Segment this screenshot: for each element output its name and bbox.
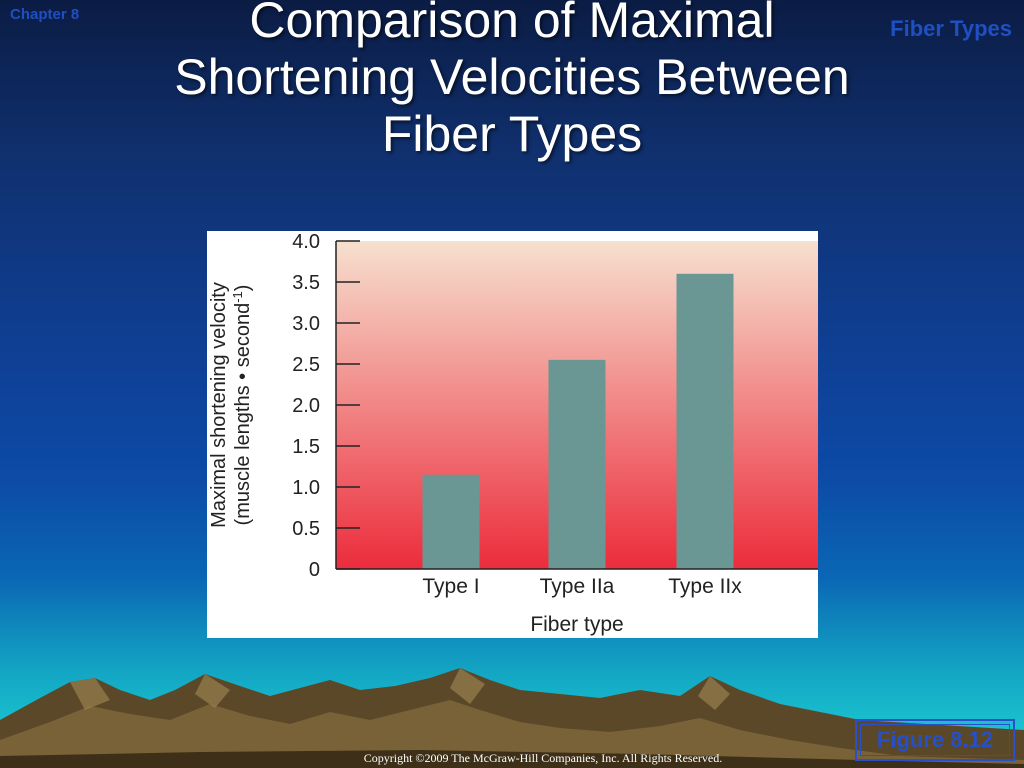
bar-type-i bbox=[422, 474, 480, 569]
y-axis-title-exponent: -1 bbox=[230, 291, 245, 303]
mountain-highlight bbox=[70, 668, 730, 710]
y-axis-title-unit: (muscle lengths • second bbox=[232, 303, 254, 526]
y-tick-label: 1.0 bbox=[292, 477, 320, 499]
y-axis-title-close: ) bbox=[232, 285, 254, 292]
mountain-range-front bbox=[0, 700, 1024, 768]
y-tick-label: 0.5 bbox=[292, 518, 320, 540]
y-axis-title-line-2: (muscle lengths • second-1) bbox=[230, 285, 254, 526]
chapter-label: Chapter 8 bbox=[10, 6, 80, 23]
x-category-label: Type IIa bbox=[540, 575, 615, 598]
section-label: Fiber Types bbox=[890, 16, 1012, 41]
bar-type-iia bbox=[548, 359, 606, 569]
slide-title-line-2: Shortening Velocities Between bbox=[174, 49, 850, 105]
slide-title-line-1: Comparison of Maximal bbox=[249, 0, 775, 48]
figure-label-border bbox=[860, 724, 1010, 756]
y-tick-label: 3.0 bbox=[292, 313, 320, 335]
mountain-base bbox=[0, 750, 1024, 768]
x-category-label: Type I bbox=[422, 575, 479, 598]
bar-type-iix bbox=[676, 273, 734, 569]
copyright-notice: Copyright ©2009 The McGraw-Hill Companie… bbox=[363, 751, 723, 765]
y-tick-label: 0 bbox=[309, 559, 320, 581]
slide-title-line-3: Fiber Types bbox=[381, 106, 643, 162]
figure-label-text: Figure 8.12 bbox=[876, 727, 994, 752]
x-category-label: Type IIx bbox=[668, 575, 742, 598]
chart-panel: 0 0.5 1.0 1.5 2.0 2.5 3.0 3.5 4.0 Type I Type IIa… bbox=[207, 231, 818, 638]
mountain-landscape bbox=[0, 668, 1024, 768]
y-tick-label: 3.5 bbox=[292, 272, 320, 294]
y-tick-label: 2.0 bbox=[292, 395, 320, 417]
figure-label: Figure 8.12 bbox=[855, 719, 1015, 761]
slide-title: Comparison of Maximal Shortening Velocit… bbox=[40, 0, 984, 163]
y-tick-label: 1.5 bbox=[292, 436, 320, 458]
x-axis-title: Fiber type bbox=[530, 613, 623, 636]
y-tick-label: 4.0 bbox=[292, 231, 320, 253]
y-axis-title: Maximal shortening velocity (muscle leng… bbox=[208, 282, 254, 528]
y-tick-label: 2.5 bbox=[292, 354, 320, 376]
bar-chart: 0 0.5 1.0 1.5 2.0 2.5 3.0 3.5 4.0 Type I Type IIa… bbox=[208, 231, 818, 636]
y-axis-title-line-1: Maximal shortening velocity bbox=[208, 282, 230, 528]
